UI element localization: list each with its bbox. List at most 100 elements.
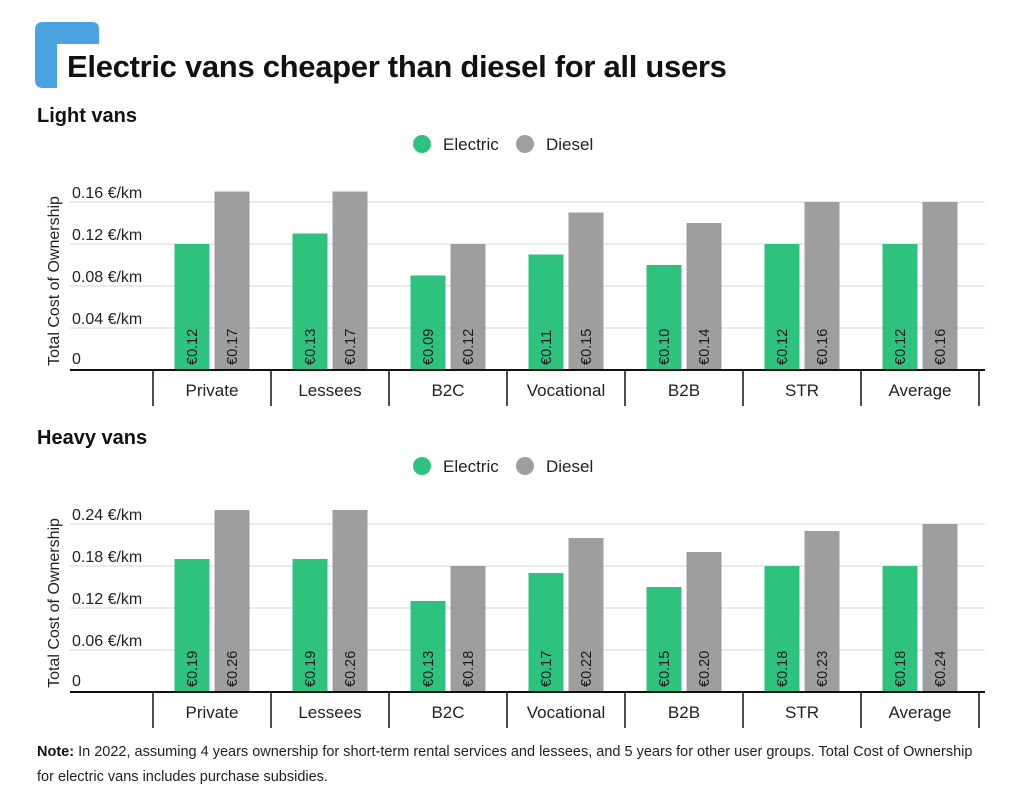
- bar-diesel: [214, 191, 250, 370]
- bar-electric: [528, 254, 564, 370]
- bar-electric: [646, 265, 682, 370]
- x-tick-label: B2B: [668, 703, 700, 722]
- x-tick-label: Lessees: [298, 703, 361, 722]
- bar-diesel: [332, 510, 368, 692]
- bar-electric: [410, 601, 446, 692]
- x-tick-label: B2C: [431, 381, 464, 400]
- bar-electric: [764, 244, 800, 370]
- y-tick-label: 0.16 €/km: [72, 185, 142, 202]
- light-vans-chart: Light vans Electric Diesel 0 0.04 €/km 0.08 €…: [37, 105, 985, 406]
- bar-value-label: €0.26: [343, 651, 359, 687]
- x-tick-label: B2B: [668, 381, 700, 400]
- bar-value-label: €0.17: [539, 651, 555, 687]
- y-tick-label: 0.18 €/km: [72, 549, 142, 566]
- y-tick-label: 0.12 €/km: [72, 591, 142, 608]
- x-tick-label: Private: [186, 381, 239, 400]
- bar-value-label: €0.13: [421, 651, 437, 687]
- bar-diesel: [332, 191, 368, 370]
- bar-value-label: €0.12: [775, 329, 791, 365]
- x-tick-label: Vocational: [527, 703, 605, 722]
- bar-electric: [764, 566, 800, 692]
- x-tick-label: Average: [888, 703, 951, 722]
- bar-value-label: €0.19: [303, 651, 319, 687]
- y-tick-label: 0: [72, 673, 81, 690]
- bar-value-label: €0.16: [933, 329, 949, 365]
- bar-value-label: €0.12: [893, 329, 909, 365]
- bar-value-label: €0.17: [343, 329, 359, 365]
- bar-value-label: €0.18: [775, 651, 791, 687]
- bar-value-label: €0.26: [225, 651, 241, 687]
- legend-item-electric: Electric: [413, 457, 499, 476]
- legend-item-diesel: Diesel: [516, 457, 593, 476]
- bar-diesel: [804, 202, 840, 370]
- y-tick-label: 0.06 €/km: [72, 633, 142, 650]
- chart-title: Heavy vans: [37, 427, 147, 449]
- bar-value-label: €0.22: [579, 651, 595, 687]
- legend-label: Electric: [443, 457, 499, 476]
- bar-electric: [646, 587, 682, 692]
- bar-value-label: €0.15: [579, 329, 595, 365]
- x-tick-label: Vocational: [527, 381, 605, 400]
- bar-value-label: €0.19: [185, 651, 201, 687]
- x-tick-label: Private: [186, 703, 239, 722]
- bar-diesel: [450, 566, 486, 692]
- bar-electric: [174, 559, 210, 692]
- bar-value-label: €0.18: [461, 651, 477, 687]
- bar-diesel: [686, 223, 722, 370]
- bar-value-label: €0.12: [461, 329, 477, 365]
- y-tick-label: 0: [72, 351, 81, 368]
- bar-value-label: €0.17: [225, 329, 241, 365]
- bar-diesel: [568, 538, 604, 692]
- bar-value-label: €0.15: [657, 651, 673, 687]
- y-tick-label: 0.04 €/km: [72, 311, 142, 328]
- x-tick-label: STR: [785, 703, 819, 722]
- legend-swatch-electric: [413, 135, 431, 153]
- bar-electric: [882, 566, 918, 692]
- page-title: Electric vans cheaper than diesel for al…: [67, 49, 727, 84]
- chart-title: Light vans: [37, 105, 137, 127]
- bar-diesel: [214, 510, 250, 692]
- legend-item-electric: Electric: [413, 135, 499, 154]
- y-axis-title: Total Cost of Ownership: [46, 196, 63, 366]
- legend-label: Diesel: [546, 457, 593, 476]
- y-axis-title: Total Cost of Ownership: [46, 518, 63, 688]
- x-tick-label: STR: [785, 381, 819, 400]
- x-tick-label: B2C: [431, 703, 464, 722]
- x-tick-label: Average: [888, 381, 951, 400]
- bar-diesel: [922, 524, 958, 692]
- legend-label: Electric: [443, 135, 499, 154]
- bar-electric: [882, 244, 918, 370]
- legend-swatch-diesel: [516, 135, 534, 153]
- title-accent-bracket: [35, 22, 99, 88]
- bar-electric: [292, 559, 328, 692]
- bar-value-label: €0.23: [815, 651, 831, 687]
- bar-value-label: €0.10: [657, 329, 673, 365]
- bar-value-label: €0.20: [697, 651, 713, 687]
- legend-item-diesel: Diesel: [516, 135, 593, 154]
- bar-diesel: [568, 212, 604, 370]
- bar-value-label: €0.12: [185, 329, 201, 365]
- bar-value-label: €0.09: [421, 329, 437, 365]
- legend-swatch-diesel: [516, 457, 534, 475]
- bar-electric: [292, 233, 328, 370]
- footnote-text: In 2022, assuming 4 years ownership for …: [37, 744, 973, 785]
- bar-diesel: [922, 202, 958, 370]
- bar-diesel: [804, 531, 840, 692]
- bar-value-label: €0.14: [697, 329, 713, 365]
- x-tick-label: Lessees: [298, 381, 361, 400]
- bar-electric: [528, 573, 564, 692]
- y-tick-label: 0.08 €/km: [72, 269, 142, 286]
- bar-electric: [174, 244, 210, 370]
- footnote: Note: In 2022, assuming 4 years ownershi…: [37, 740, 987, 790]
- legend-swatch-electric: [413, 457, 431, 475]
- bar-electric: [410, 275, 446, 370]
- bar-value-label: €0.24: [933, 651, 949, 687]
- footnote-label: Note:: [37, 744, 75, 760]
- bar-diesel: [686, 552, 722, 692]
- y-tick-label: 0.24 €/km: [72, 507, 142, 524]
- bar-value-label: €0.11: [539, 330, 555, 365]
- legend-label: Diesel: [546, 135, 593, 154]
- bar-value-label: €0.13: [303, 329, 319, 365]
- bar-value-label: €0.18: [893, 651, 909, 687]
- bar-value-label: €0.16: [815, 329, 831, 365]
